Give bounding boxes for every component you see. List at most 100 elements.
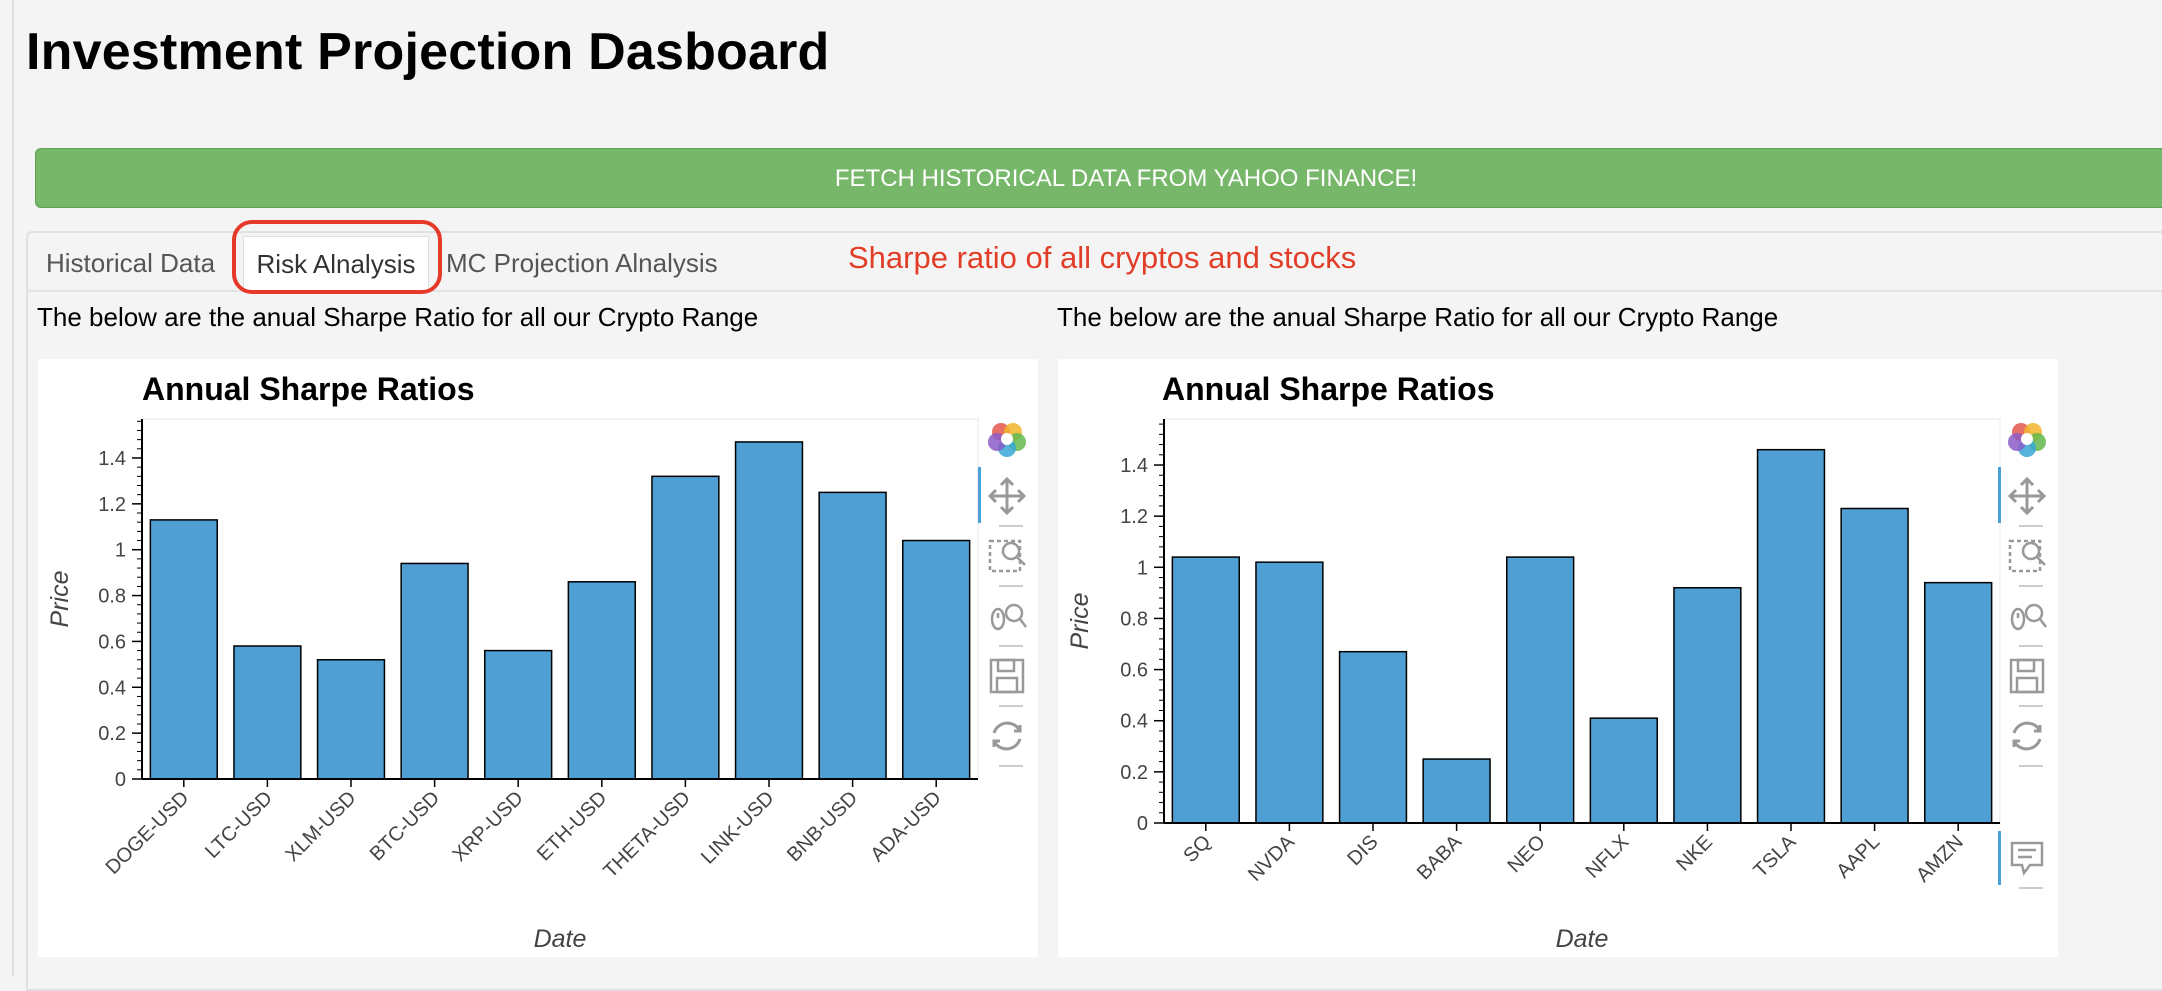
x-category-label: NFLX: [1582, 831, 1634, 883]
toolbar-separator: [2019, 887, 2043, 889]
x-category-label: ETH-USD: [533, 787, 611, 865]
toolbar-separator: [999, 645, 1023, 647]
x-axis-label: Date: [534, 925, 587, 953]
bar: [484, 649, 553, 780]
active-tool-indicator: [1998, 831, 2001, 885]
toolbar-separator: [2019, 585, 2043, 587]
pan-icon[interactable]: [2004, 473, 2050, 519]
stock-sharpe-chart: Annual Sharpe Ratios 0 0.2 0.4 0.6 0.8 1 1.2 1.…: [1058, 359, 2058, 957]
y-tick-label: 1: [115, 540, 126, 562]
crypto-caption: The below are the anual Sharpe Ratio for…: [37, 302, 759, 332]
bar: [1255, 561, 1324, 824]
reset-icon[interactable]: [2004, 713, 2050, 759]
y-tick-label: 1.2: [1120, 506, 1148, 528]
y-tick-label: 1: [1137, 557, 1148, 579]
annotation-text: Sharpe ratio of all cryptos and stocks: [848, 240, 1357, 275]
toolbar-separator: [999, 705, 1023, 707]
y-tick-label: 0.6: [1120, 660, 1148, 682]
bar: [400, 562, 469, 780]
bar: [902, 539, 971, 780]
x-axis-label: Date: [1556, 925, 1609, 953]
bokeh-logo-icon[interactable]: [2004, 415, 2050, 461]
toolbar-separator: [2019, 765, 2043, 767]
x-category-label: TSLA: [1750, 831, 1801, 882]
x-category-label: THETA-USD: [599, 787, 694, 882]
left-border: [12, 0, 14, 976]
bar: [651, 475, 720, 780]
y-tick-label: 1.4: [98, 448, 126, 470]
x-category-label: LINK-USD: [697, 787, 779, 869]
y-tick-label: 0: [115, 769, 126, 791]
stock-caption: The below are the anual Sharpe Ratio for…: [1057, 302, 1779, 332]
tab-risk-analysis[interactable]: Risk Alnalysis: [243, 236, 429, 290]
y-tick-label: 0: [1137, 813, 1148, 835]
y-tick-label: 1.4: [1120, 455, 1148, 477]
save-icon[interactable]: [984, 653, 1030, 699]
y-tick-label: 0.4: [98, 677, 126, 699]
y-axis-label: Price: [46, 571, 74, 628]
tab-mc-projection-analysis[interactable]: MC Projection Alnalysis: [446, 248, 718, 278]
x-category-label: ADA-USD: [867, 787, 946, 866]
fetch-data-button-label: FETCH HISTORICAL DATA FROM YAHOO FINANCE…: [834, 165, 1418, 192]
x-category-label: AMZN: [1912, 831, 1968, 887]
bar: [1171, 556, 1240, 824]
chart-title: Annual Sharpe Ratios: [142, 371, 475, 407]
bar: [1840, 507, 1909, 824]
x-category-label: BTC-USD: [366, 787, 444, 865]
toolbar-separator: [999, 525, 1023, 527]
box-zoom-icon[interactable]: [2004, 533, 2050, 579]
active-tool-indicator: [978, 467, 981, 523]
reset-icon[interactable]: [984, 713, 1030, 759]
stock-chart-svg: 0 0.2 0.4 0.6 0.8 1 1.2 1.4 SQ NVDA DIS BABA NEO NFLX…: [1066, 418, 2001, 953]
crypto-chart-svg: 0 0.2 0.4 0.6 0.8 1 1.2 1.4 DOGE-USD LTC-USD XLM-U…: [46, 418, 979, 953]
x-category-label: NEO: [1504, 831, 1550, 877]
tab-strip-divider: [26, 290, 2162, 292]
bar: [1924, 581, 1993, 824]
wheel-zoom-icon[interactable]: [2004, 593, 2050, 639]
bokeh-logo-icon[interactable]: [984, 415, 1030, 461]
x-category-label: XRP-USD: [449, 787, 528, 866]
x-category-label: AAPL: [1832, 831, 1884, 883]
toolbar-separator: [2019, 705, 2043, 707]
bar: [1673, 587, 1742, 824]
x-category-label: DIS: [1343, 831, 1382, 870]
toolbar-separator: [2019, 525, 2043, 527]
x-category-label: SQ: [1179, 831, 1215, 867]
bar: [1756, 448, 1826, 824]
save-icon[interactable]: [2004, 653, 2050, 699]
chart-toolbar: [1998, 415, 2054, 935]
bar: [316, 659, 386, 780]
chart-toolbar: [978, 415, 1034, 935]
bar: [1338, 650, 1408, 824]
y-tick-label: 0.2: [1120, 762, 1148, 784]
box-zoom-icon[interactable]: [984, 533, 1030, 579]
x-category-label: LTC-USD: [201, 787, 277, 863]
bar: [818, 491, 887, 780]
bar: [734, 441, 804, 780]
toolbar-separator: [999, 765, 1023, 767]
bar: [1422, 758, 1491, 824]
chart-title: Annual Sharpe Ratios: [1162, 371, 1495, 407]
y-axis-label: Price: [1066, 593, 1094, 650]
y-tick-label: 0.8: [98, 586, 126, 608]
bar: [1506, 556, 1575, 824]
page-title: Investment Projection Dasboard: [26, 23, 830, 81]
tab-historical-data[interactable]: Historical Data: [46, 248, 216, 278]
crypto-sharpe-chart: Annual Sharpe Ratios 0 0.2 0.4 0.6 0.8 1 1.2 1.…: [38, 359, 1038, 957]
bar: [149, 519, 218, 780]
y-tick-label: 0.8: [1120, 608, 1148, 630]
bar: [233, 645, 302, 780]
tab-highlight-box: [232, 220, 442, 294]
fetch-data-button[interactable]: FETCH HISTORICAL DATA FROM YAHOO FINANCE…: [35, 148, 2162, 208]
active-tool-indicator: [1998, 467, 2001, 523]
x-category-label: BNB-USD: [783, 787, 862, 866]
hover-icon[interactable]: [2004, 835, 2050, 881]
toolbar-separator: [999, 585, 1023, 587]
y-tick-label: 0.6: [98, 631, 126, 653]
y-tick-label: 1.2: [98, 494, 126, 516]
wheel-zoom-icon[interactable]: [984, 593, 1030, 639]
pan-icon[interactable]: [984, 473, 1030, 519]
x-category-label: DOGE-USD: [102, 787, 194, 879]
y-tick-label: 0.2: [98, 723, 126, 745]
bar: [567, 581, 636, 780]
